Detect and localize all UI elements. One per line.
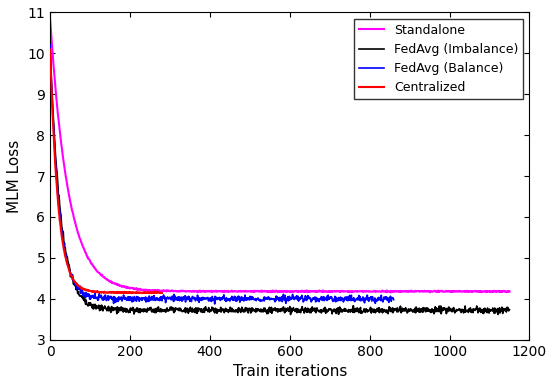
Standalone: [401, 289, 408, 293]
FedAvg (Imbalance): [288, 312, 294, 317]
Centralized: [158, 291, 165, 295]
Standalone: [506, 289, 513, 294]
Centralized: [129, 291, 135, 296]
FedAvg (Balance): [383, 295, 390, 300]
Standalone: [388, 290, 394, 295]
Centralized: [110, 290, 116, 294]
Y-axis label: MLM Loss: MLM Loss: [7, 139, 22, 213]
Standalone: [266, 290, 273, 294]
Centralized: [99, 290, 105, 295]
FedAvg (Imbalance): [506, 307, 513, 312]
Standalone: [212, 289, 218, 293]
Legend: Standalone, FedAvg (Imbalance), FedAvg (Balance), Centralized: Standalone, FedAvg (Imbalance), FedAvg (…: [354, 19, 523, 100]
Centralized: [47, 47, 53, 52]
Centralized: [138, 291, 145, 295]
FedAvg (Imbalance): [466, 308, 473, 313]
FedAvg (Balance): [325, 297, 332, 302]
FedAvg (Imbalance): [47, 46, 53, 50]
Standalone: [466, 289, 473, 293]
FedAvg (Balance): [47, 43, 53, 47]
Line: FedAvg (Balance): FedAvg (Balance): [50, 45, 394, 304]
Standalone: [47, 17, 53, 21]
FedAvg (Balance): [231, 297, 238, 301]
Centralized: [51, 150, 58, 154]
Standalone: [161, 288, 167, 293]
Line: FedAvg (Imbalance): FedAvg (Imbalance): [50, 48, 510, 315]
Line: Centralized: Centralized: [50, 50, 162, 293]
FedAvg (Balance): [230, 298, 237, 303]
FedAvg (Imbalance): [192, 306, 199, 310]
FedAvg (Balance): [212, 302, 218, 306]
FedAvg (Imbalance): [161, 308, 167, 312]
FedAvg (Balance): [56, 203, 63, 208]
Standalone: [192, 289, 199, 294]
FedAvg (Imbalance): [212, 311, 218, 315]
FedAvg (Imbalance): [266, 307, 273, 312]
Centralized: [138, 291, 145, 296]
Line: Standalone: Standalone: [50, 19, 510, 293]
FedAvg (Imbalance): [401, 307, 408, 312]
FedAvg (Balance): [391, 297, 397, 302]
X-axis label: Train iterations: Train iterations: [233, 364, 347, 379]
FedAvg (Balance): [67, 271, 74, 275]
Centralized: [71, 279, 78, 283]
